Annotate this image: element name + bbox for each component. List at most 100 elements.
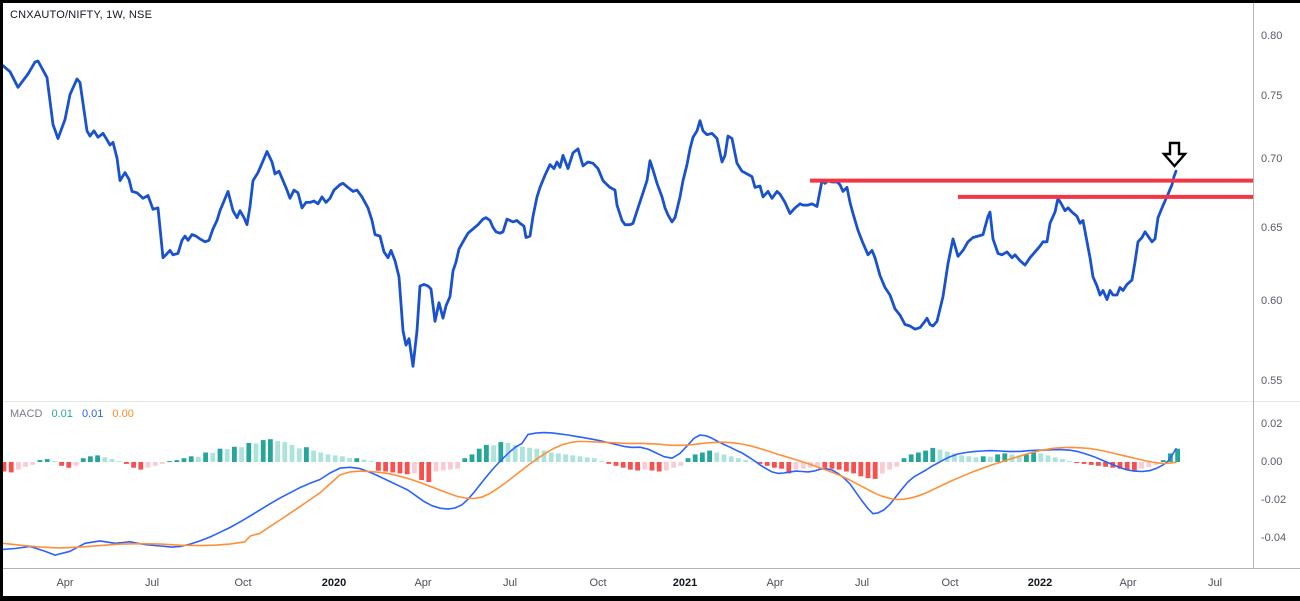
breakout-arrow-icon[interactable] [1161,141,1188,168]
macd-histogram-bar [275,441,280,462]
macd-histogram-bar [347,458,352,462]
macd-histogram-bar [923,450,928,462]
macd-histogram-bar [239,447,244,462]
price-series [1,59,1178,368]
macd-histogram-bar [980,456,986,462]
macd-legend[interactable]: MACD 0.01 0.01 0.00 [10,408,140,420]
macd-histogram-bar [635,462,640,471]
macd-histogram-bar [937,449,943,462]
macd-histogram-bar [455,462,460,469]
macd-histogram-bar [800,462,806,469]
macd-histogram-bar [188,456,194,462]
time-axis-month-label: Jul [502,577,518,589]
macd-histogram-bar [750,461,756,463]
macd-histogram-bar [44,459,50,462]
macd-histogram-bar [1117,462,1123,469]
macd-histogram-bar [577,456,583,462]
macd-histogram-bar [419,462,424,481]
macd-histogram-bar [1175,448,1180,462]
macd-histogram-bar [880,462,885,474]
time-axis-month-label: Oct [941,577,959,589]
macd-histogram-bar [743,460,748,462]
macd-histogram-bar [66,462,72,468]
macd-histogram-bar [1,462,7,472]
macd-histogram-bar [124,462,129,464]
resistance-lines[interactable] [810,178,1253,199]
macd-histogram-bar [311,450,316,462]
macd-histogram-bar [1160,460,1166,462]
macd-histogram-bar [995,454,1000,462]
macd-histogram-bar [59,462,64,466]
signal-line[interactable] [2,440,1177,549]
macd-histogram-bar [793,462,799,470]
macd-histogram-bar [289,444,295,462]
macd-histogram-bar [433,462,439,472]
macd-histogram-bar [779,462,784,469]
macd-histogram-bar [728,456,734,462]
symbol-title[interactable]: CNXAUTO/NIFTY, 1W, NSE [10,9,153,21]
macd-histogram-bar [1031,452,1036,462]
macd-histogram-bar [534,448,540,462]
time-axis-year-label: 2022 [1027,577,1053,589]
macd-histogram-value: 0.01 [51,408,73,420]
price-axis-label: 0.65 [1261,222,1283,234]
macd-histogram-bar [412,462,417,474]
macd-histogram-bar [160,462,165,464]
macd-histogram-bar [930,447,936,462]
macd-histogram-bar [181,458,187,462]
macd-histogram-bar [613,462,619,466]
price-axis-label: 0.55 [1261,375,1283,387]
macd-histogram-bar [131,462,136,468]
macd-histogram-bar [966,456,972,462]
macd-histogram-bar [80,458,86,462]
macd-histogram-bar [390,462,396,473]
macd-histogram-bar [109,459,115,462]
macd-histogram-bar [1103,462,1108,467]
macd-histogram-bar [383,462,388,472]
macd-histogram-bar [145,462,151,468]
macd-line[interactable] [2,431,1177,556]
macd-histogram-bar [707,450,712,462]
time-axis-month-label: Apr [1119,577,1137,589]
macd-histogram-bar [448,462,453,470]
macd-histogram-bar [901,458,907,462]
macd-axis-label: -0.04 [1261,532,1287,544]
price-series-line[interactable] [1,59,1178,368]
macd-histogram-bar [764,462,770,466]
frame-border-bottom [0,596,1300,601]
macd-histogram-bar [520,446,525,462]
time-axis-month-label: Jul [1207,577,1223,589]
macd-histogram-bar [73,462,79,466]
macd-histogram-bar [865,462,871,479]
price-axis-label: 0.80 [1261,30,1283,42]
macd-histogram-bar [815,462,820,467]
macd-histogram-bar [426,462,432,482]
macd-histogram-bar [959,455,964,463]
macd-histogram-bar [894,462,900,467]
macd-histogram-bar [354,458,360,462]
macd-histogram-bar [332,455,338,463]
macd-histogram-bar [152,462,158,466]
macd-histogram-bar [232,446,237,462]
macd-histogram-bar [253,443,259,462]
macd-histogram-bar [570,455,576,463]
macd-histogram-bar [872,462,878,479]
macd-histogram-bar [541,450,547,462]
macd-histogram-bar [692,454,698,462]
macd-histogram-bar [527,447,532,463]
macd-legend-label: MACD [10,408,43,420]
macd-histogram-bar [822,462,828,468]
frame-border-top [0,0,1300,3]
price-axis-label: 0.70 [1261,153,1283,165]
macd-histogram-bar [224,449,230,462]
macd-histogram-bar [376,462,381,471]
macd-histogram-bar [1067,461,1072,463]
macd-histogram-bar [844,462,849,472]
macd-histogram-bar [1045,455,1051,463]
macd-histogram-bar [217,448,223,462]
time-axis-year-label: 2021 [672,577,698,589]
macd-histogram-bar [592,458,597,462]
macd-histogram-bar [498,442,504,463]
macd-histogram-bar [1038,453,1044,462]
